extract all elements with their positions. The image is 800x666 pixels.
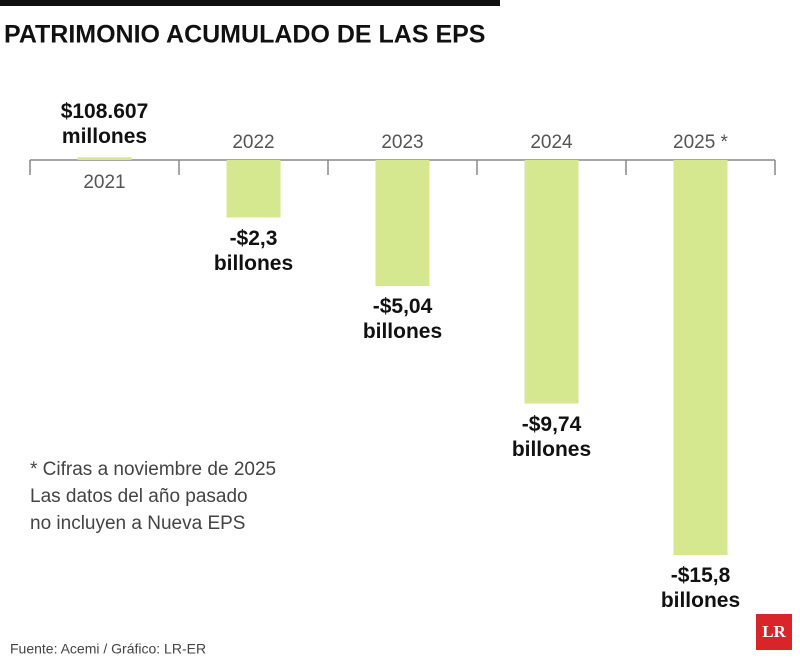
- value-label: -$15,8 billones: [660, 564, 741, 612]
- top-rule: [0, 0, 500, 6]
- note: no incluyen a Nueva EPS: [30, 513, 245, 534]
- logo: LR: [762, 622, 786, 641]
- bar: [524, 160, 579, 404]
- value-label: -$9,74 billones: [511, 412, 592, 461]
- source: Fuente: Acemi / Gráfico: LR-ER: [10, 641, 206, 657]
- x-tick-label: 2023: [381, 132, 423, 153]
- x-tick-label: 2022: [232, 132, 274, 153]
- bar: [77, 157, 132, 160]
- x-tick-label: 2025 *: [673, 132, 729, 153]
- value-label: -$2,3 billones: [213, 226, 294, 275]
- bar: [673, 160, 728, 555]
- value-label: -$5,04 billones: [362, 295, 443, 343]
- note: Las datos del año pasado: [30, 486, 248, 507]
- value-label: $108.607 millones: [60, 100, 149, 149]
- x-tick-label: 2021: [83, 172, 125, 193]
- bar: [226, 160, 281, 218]
- chart-title: PATRIMONIO ACUMULADO DE LAS EPS: [4, 21, 485, 49]
- bar: [375, 160, 430, 286]
- note: * Cifras a noviembre de 2025: [30, 459, 276, 480]
- x-tick-label: 2024: [530, 132, 573, 153]
- logo-box: [756, 614, 792, 650]
